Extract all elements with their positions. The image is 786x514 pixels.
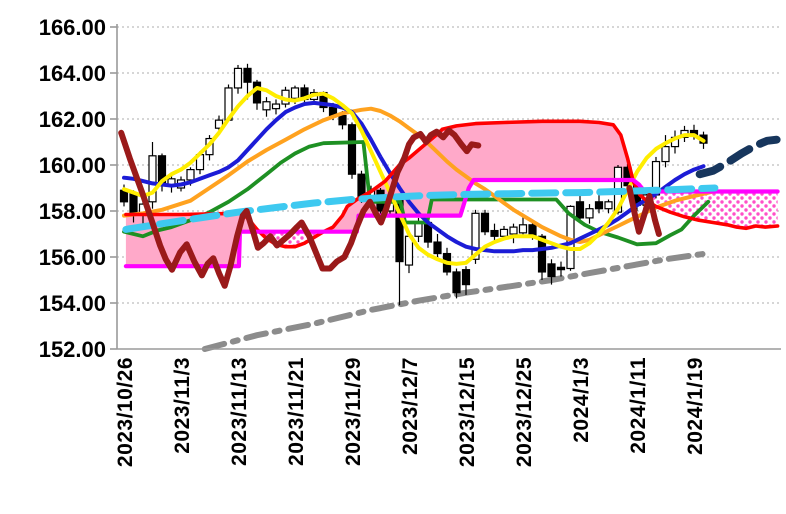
candle-down [490,229,499,237]
y-axis-label: 154.00 [39,291,106,316]
yellow-line [122,86,706,266]
candle-up [290,87,300,99]
candle-up [604,201,613,210]
candle-down [575,201,585,219]
x-axis-label: 2023/12/7 [399,357,422,455]
y-axis-label: 160.00 [39,153,106,178]
y-axis-labels: 166.00 164.00 162.00 160.00 158.00 156.00 154.… [39,15,106,362]
x-axis-label: 2023/11/13 [228,357,251,466]
y-axis-label: 158.00 [39,199,106,224]
y-axis-label: 156.00 [39,245,106,270]
candle-up [233,67,243,89]
y-axis-label: 162.00 [39,107,106,132]
candle-up [414,221,423,237]
candle-down [547,263,556,278]
overlay-lines [118,86,781,289]
darkred-zigzag-line-2 [626,185,662,237]
candle-up [471,212,480,260]
candle-up [661,146,670,163]
candle-up [148,155,157,203]
x-axis-label: 2024/1/19 [684,357,707,455]
y-axis-label: 166.00 [39,15,106,40]
x-axis-label: 2023/11/3 [171,357,194,454]
candle-down [347,124,357,175]
candle-up [214,119,224,129]
x-axis-label: 2023/11/21 [285,357,308,466]
candle-down [338,114,347,126]
x-axis-label: 2023/10/26 [114,357,137,467]
x-axis-label: 2023/11/29 [342,357,365,466]
x-axis-label: 2023/12/15 [456,357,479,467]
x-axis-label: 2024/1/3 [570,357,593,443]
candle-up [585,208,594,219]
candle-down [243,67,252,83]
candle-up [518,224,528,234]
candle-up [509,226,518,235]
candle-up [262,101,271,111]
axes [110,24,781,350]
candle-down [433,241,442,255]
x-axis-label: 2023/12/25 [513,357,536,467]
candle-up [186,169,195,181]
x-axis-labels: 2023/10/26 2023/11/3 2023/11/13 2023/11/21 2… [114,357,707,467]
candle-down [556,266,566,271]
candle-down [480,212,490,233]
candle-down [129,193,138,214]
under-lines [201,250,710,352]
cyan-dashed-line [122,184,719,233]
candle-up [271,103,281,110]
y-axis-label: 164.00 [39,61,106,86]
candle-down [461,269,471,286]
x-axis-label: 2024/1/11 [627,357,650,454]
candle-down [528,224,537,236]
candle-down [594,201,604,210]
candle-down [452,271,461,294]
y-axis-label: 152.00 [39,337,106,362]
candle-down [537,235,547,273]
navy-dashed-line [695,135,781,179]
darkred-zigzag-line [118,127,482,289]
gray-trend-line [201,250,710,352]
candle-up [499,228,509,237]
